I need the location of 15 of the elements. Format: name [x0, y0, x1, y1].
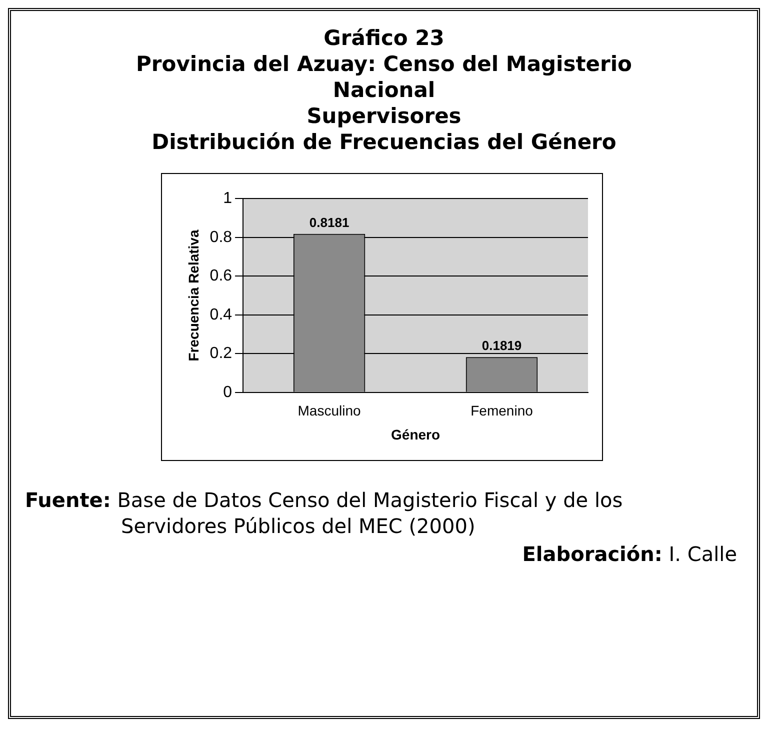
- text: Elaboración: I. Calle: [522, 542, 737, 566]
- y-tick-label: 0.6: [210, 268, 232, 285]
- chart-title: Gráfico 23 Provincia del Azuay: Censo del Magisterio Nacional Supervisores Distribución de Frecuencias del Género: [135, 25, 633, 155]
- x-tick-label: Femenino: [470, 402, 534, 419]
- x-axis-title: Género: [391, 426, 440, 442]
- y-tick-label: 1: [223, 190, 232, 208]
- x-tick-label: Masculino: [298, 402, 362, 419]
- y-tick-label: 0: [223, 384, 232, 401]
- source-note: Fuente: Base de Datos Censo del Magisterio Fiscal y de los Servidores Públicos del MEC (2000): [25, 488, 623, 538]
- y-tick-label: 0.8: [210, 228, 232, 246]
- y-axis-title: Frecuencia Relativa: [185, 230, 202, 362]
- y-tick-label: 0.2: [210, 345, 232, 362]
- data-label: 0.8181: [309, 214, 350, 230]
- y-tick-label: 0.4: [210, 306, 232, 324]
- data-label: 0.1819: [482, 338, 522, 354]
